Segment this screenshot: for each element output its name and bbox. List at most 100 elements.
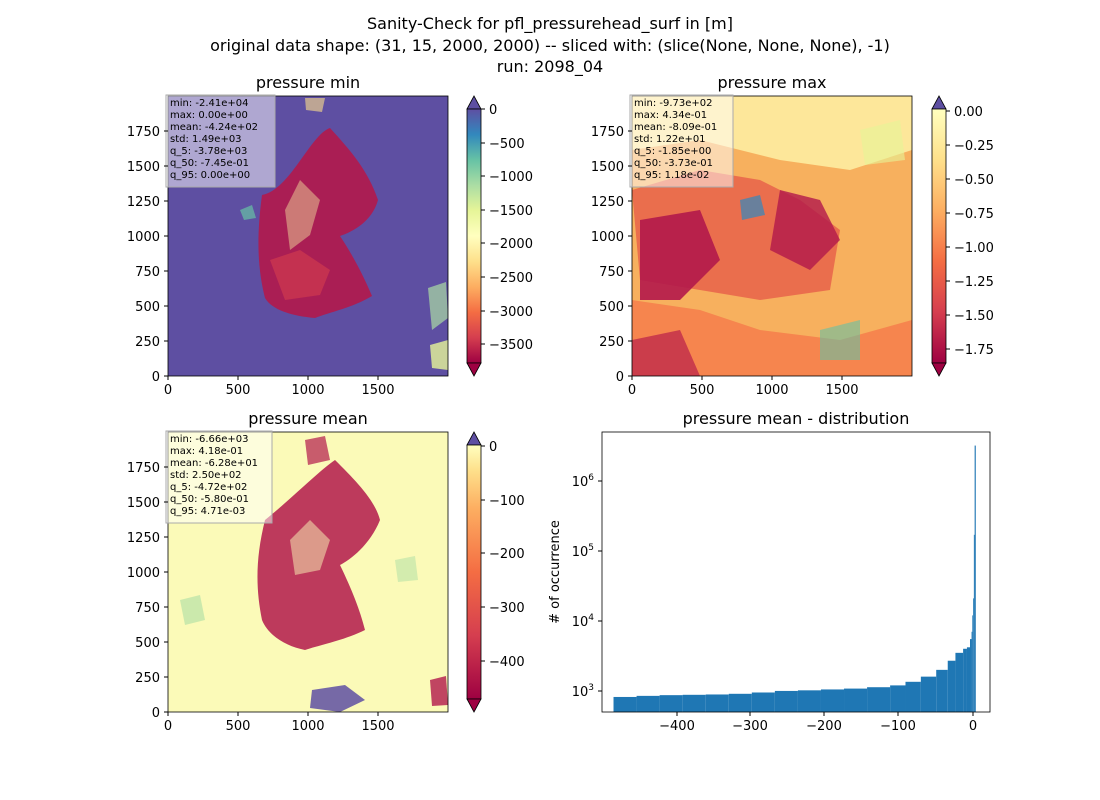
stats-line: min: -6.66e+03	[170, 434, 249, 445]
x-tick-label: −200	[806, 719, 842, 734]
x-tick-label: 1500	[361, 719, 394, 734]
x-tick-label: 0	[628, 383, 636, 398]
heatmap-image	[167, 95, 449, 377]
colorbar-tick-label: 0.00	[954, 105, 983, 120]
histogram-bar	[963, 648, 967, 712]
figure-title-line2: original data shape: (31, 15, 2000, 2000…	[210, 36, 890, 55]
stats-line: min: -9.73e+02	[634, 98, 713, 109]
colorbar-tick-label: −2000	[489, 237, 533, 252]
y-tick-label: 1500	[127, 160, 160, 175]
histogram-bar	[936, 669, 948, 712]
histogram-bar	[682, 694, 706, 712]
panel-title: pressure mean - distribution	[683, 409, 910, 428]
histogram-bar	[971, 631, 973, 712]
stats-line: q_5: -4.72e+02	[170, 482, 247, 493]
stats-line: mean: -8.09e-01	[634, 122, 717, 133]
y-tick-label: 250	[135, 671, 160, 686]
histogram-bars	[613, 445, 976, 712]
stats-line: q_50: -3.73e-01	[634, 158, 713, 169]
histogram-bar	[797, 690, 821, 712]
histogram-bar	[973, 598, 974, 712]
x-tick-label: −400	[659, 719, 695, 734]
stats-line: std: 2.50e+02	[170, 470, 242, 481]
histogram-bar	[947, 660, 956, 712]
histogram-bar	[867, 687, 891, 712]
panel-pressure-min: pressure min min: -2.41e+04 max: 0.00e+0…	[127, 73, 533, 398]
stats-line: max: 4.34e-01	[634, 110, 707, 121]
x-tick-label: 1000	[755, 383, 788, 398]
y-tick-label: 0	[152, 370, 160, 385]
colorbar: 0 −100 −200 −300 −400	[466, 431, 525, 713]
y-axis: 103 104 105 106	[572, 473, 602, 700]
heatmap-image	[631, 95, 913, 377]
colorbar-tick-label: −1.50	[954, 309, 994, 324]
x-tick-label: 1000	[291, 719, 324, 734]
stats-line: max: 4.18e-01	[170, 446, 243, 457]
colorbar-tick-label: −400	[489, 655, 525, 670]
y-axis: 0 250 500 750 1000 1250 1500 1750	[591, 125, 632, 385]
histogram-bar	[659, 695, 683, 712]
histogram-bar	[955, 652, 964, 712]
histogram-bar	[636, 695, 660, 712]
histogram-bar	[890, 685, 906, 712]
colorbar-tick-label: −200	[489, 547, 525, 562]
stats-line: min: -2.41e+04	[170, 98, 249, 109]
colorbar-tick-label: −1500	[489, 204, 533, 219]
x-tick-label: 500	[226, 719, 251, 734]
panel-title: pressure max	[717, 73, 826, 92]
panel-distribution: pressure mean - distribution # of occurr…	[548, 409, 991, 734]
panel-title: pressure min	[256, 73, 360, 92]
x-axis: 0 500 1000 1500	[628, 376, 859, 398]
stats-box: min: -9.73e+02 max: 4.34e-01 mean: -8.09…	[629, 94, 734, 188]
histogram-bar	[972, 615, 974, 712]
colorbar-tick-label: −1.00	[954, 241, 994, 256]
x-tick-label: −300	[732, 719, 768, 734]
y-tick-label: 750	[135, 601, 160, 616]
y-tick-label: 1750	[127, 461, 160, 476]
colorbar-tick-label: −0.75	[954, 207, 994, 222]
x-tick-label: 0	[164, 383, 172, 398]
stats-line: q_50: -7.45e-01	[170, 158, 249, 169]
stats-line: std: 1.22e+01	[634, 134, 706, 145]
y-tick-label: 1750	[127, 125, 160, 140]
y-tick-label: 1250	[127, 195, 160, 210]
plot-frame	[601, 431, 991, 713]
colorbar-tick-label: −3000	[489, 305, 533, 320]
stats-line: mean: -6.28e+01	[170, 458, 258, 469]
panel-pressure-mean: pressure mean min: -6.66e+03 max: 4.18e-…	[127, 409, 525, 734]
y-tick-label: 750	[599, 265, 624, 280]
histogram-bar	[905, 681, 921, 712]
y-tick-label: 500	[599, 300, 624, 315]
y-tick-label: 250	[599, 335, 624, 350]
x-tick-label: 1500	[825, 383, 858, 398]
stats-line: q_5: -1.85e+00	[634, 146, 711, 157]
histogram-bar	[966, 647, 971, 712]
x-tick-label: 1000	[291, 383, 324, 398]
x-axis: −400 −300 −200 −100 0	[659, 712, 977, 734]
y-axis: 0 250 500 750 1000 1250 1500 1750	[127, 461, 168, 721]
y-tick-label: 500	[135, 636, 160, 651]
y-tick-label: 1000	[591, 230, 624, 245]
stats-box: min: -6.66e+03 max: 4.18e-01 mean: -6.28…	[165, 430, 273, 524]
colorbar-tick-label: −1.75	[954, 343, 994, 358]
x-axis: 0 500 1000 1500	[164, 376, 395, 398]
histogram-bar	[973, 534, 975, 712]
colorbar-tick-label: −1000	[489, 170, 533, 185]
histogram-bar	[751, 692, 775, 712]
colorbar-tick-label: −0.25	[954, 139, 994, 154]
stats-line: q_95: 0.00e+00	[170, 170, 250, 181]
x-tick-label: 0	[969, 719, 977, 734]
stats-line: mean: -4.24e+02	[170, 122, 258, 133]
histogram-bar	[974, 445, 976, 712]
stats-line: q_50: -5.80e-01	[170, 494, 249, 505]
stats-line: q_5: -3.78e+03	[170, 146, 247, 157]
stats-line: max: 0.00e+00	[170, 110, 248, 121]
y-tick-label: 750	[135, 265, 160, 280]
colorbar: 0.00 −0.25 −0.50 −0.75 −1.00 −1.25 −1.50…	[931, 95, 994, 377]
y-tick-label: 1500	[591, 160, 624, 175]
histogram-bar	[728, 693, 752, 712]
colorbar-tick-label: −3500	[489, 338, 533, 353]
x-tick-label: 500	[226, 383, 251, 398]
y-axis: 0 250 500 750 1000 1250 1500 1750	[127, 125, 168, 385]
